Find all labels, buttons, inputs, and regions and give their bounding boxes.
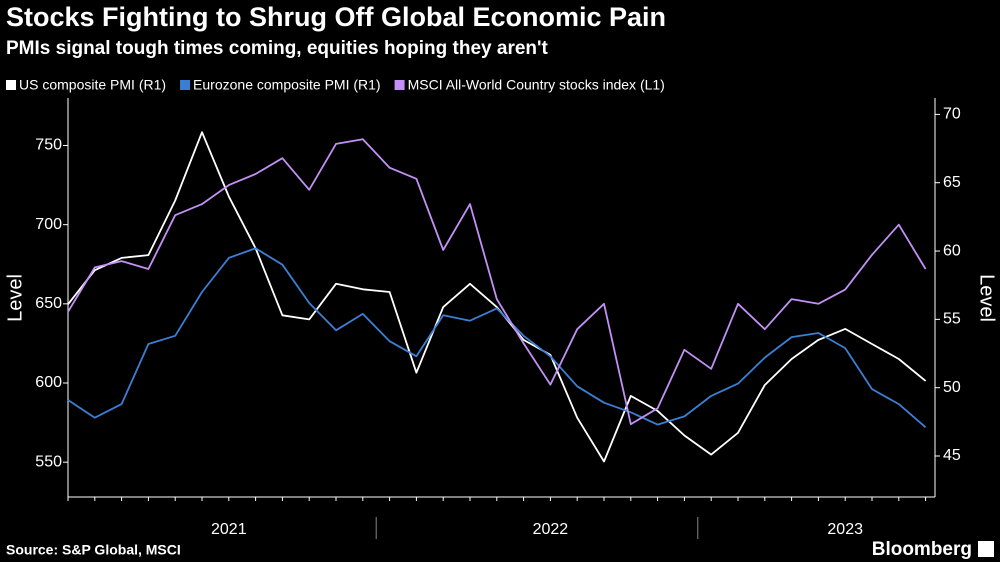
y-axis-label: Level [4, 274, 26, 322]
legend-swatch [6, 80, 16, 90]
y2-tick-label: 65 [943, 174, 961, 191]
y-tick-label: 750 [35, 137, 62, 154]
y2-tick-label: 50 [943, 379, 961, 396]
legend-label: MSCI All-World Country stocks index (L1) [408, 77, 665, 93]
series-line [67, 131, 927, 463]
y-tick-label: 550 [35, 453, 62, 470]
chart-subtitle: PMIs signal tough times coming, equities… [6, 38, 549, 59]
series-line [67, 247, 927, 428]
series-line [67, 138, 927, 426]
y2-tick-label: 60 [943, 242, 961, 259]
y2-axis-label: Level [976, 274, 998, 322]
x-tick-label: 2023 [827, 521, 863, 538]
brand: Bloomberg [872, 539, 972, 560]
y2-tick-label: 45 [943, 447, 961, 464]
brand-icon [978, 541, 994, 557]
y-tick-label: 650 [35, 295, 62, 312]
y-tick-label: 700 [35, 216, 62, 233]
y2-tick-label: 70 [943, 106, 961, 123]
legend-label: US composite PMI (R1) [19, 77, 166, 93]
chart-title: Stocks Fighting to Shrug Off Global Econ… [6, 2, 666, 32]
y-tick-label: 600 [35, 374, 62, 391]
source: Source: S&P Global, MSCI [6, 542, 181, 558]
y2-tick-label: 55 [943, 311, 961, 328]
x-tick-label: 2022 [533, 521, 569, 538]
legend-swatch [180, 80, 191, 90]
x-tick-label: 2021 [211, 521, 247, 538]
legend-label: Eurozone composite PMI (R1) [193, 77, 381, 93]
legend-swatch [394, 80, 405, 90]
